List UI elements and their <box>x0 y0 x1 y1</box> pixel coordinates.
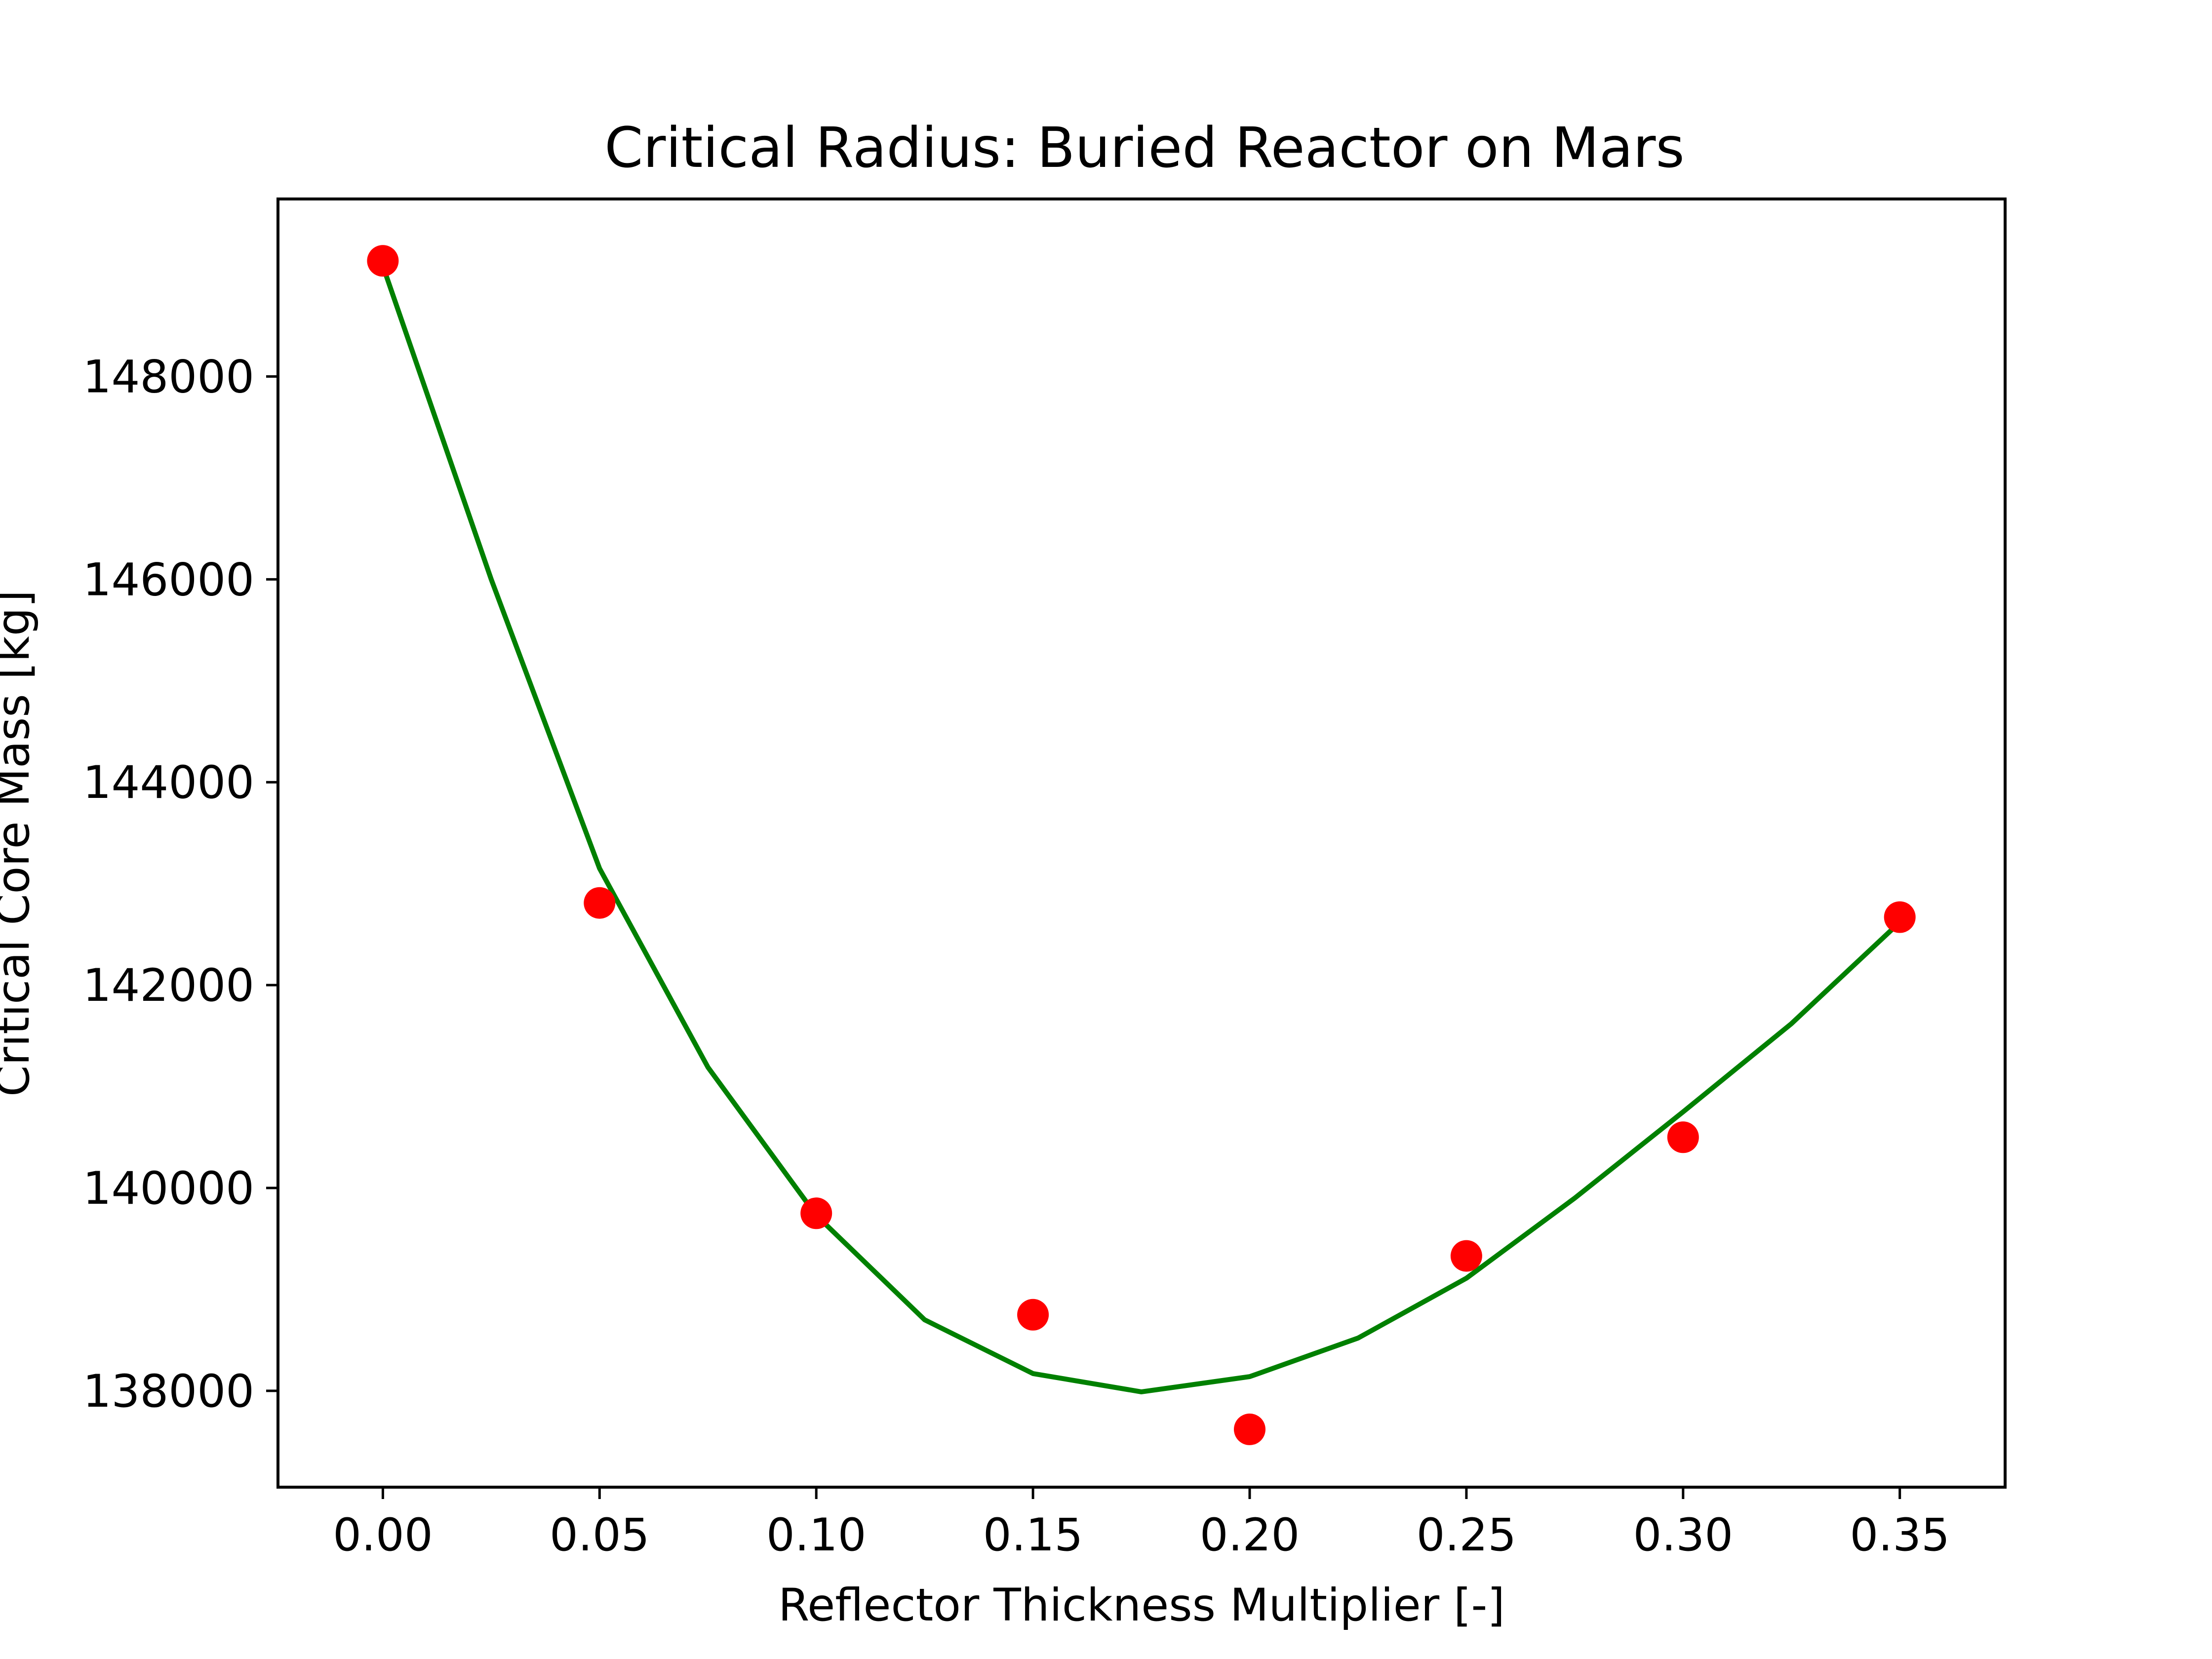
data-point <box>1667 1121 1699 1153</box>
x-tick-label: 0.05 <box>550 1509 650 1561</box>
fit-curve <box>380 263 1903 1394</box>
x-tick-label: 0.30 <box>1633 1509 1733 1561</box>
y-tick-label: 140000 <box>83 1163 254 1215</box>
y-axis-label: Critical Core Mass [kg] <box>0 590 40 1097</box>
y-tick-label: 148000 <box>83 352 254 403</box>
data-point <box>367 245 399 277</box>
x-tick-label: 0.15 <box>983 1509 1083 1561</box>
x-tick-label: 0.35 <box>1850 1509 1950 1561</box>
x-tick-label: 0.20 <box>1200 1509 1300 1561</box>
axes-frame <box>276 198 2007 1489</box>
x-tick-label: 0.25 <box>1417 1509 1517 1561</box>
y-tick-label: 138000 <box>83 1366 254 1418</box>
x-tick-label: 0.10 <box>766 1509 867 1561</box>
data-point <box>1450 1240 1482 1272</box>
chart-title: Critical Radius: Buried Reactor on Mars <box>604 116 1685 180</box>
y-tick-label: 146000 <box>83 554 254 606</box>
x-axis-label: Reflector Thickness Multiplier [-] <box>778 1580 1505 1631</box>
data-point <box>584 887 616 919</box>
data-point <box>800 1197 832 1229</box>
x-tick-label: 0.00 <box>333 1509 433 1561</box>
data-point <box>1884 901 1916 933</box>
plot-area <box>367 245 1916 1445</box>
y-tick-label: 144000 <box>83 757 254 809</box>
data-point <box>1017 1299 1049 1331</box>
y-tick-label: 142000 <box>83 960 254 1012</box>
axis-ticks: 0.00 0.05 0.10 0.15 0.20 0.25 0.30 0.35 138000 14… <box>83 352 1950 1561</box>
data-point <box>1234 1413 1265 1445</box>
